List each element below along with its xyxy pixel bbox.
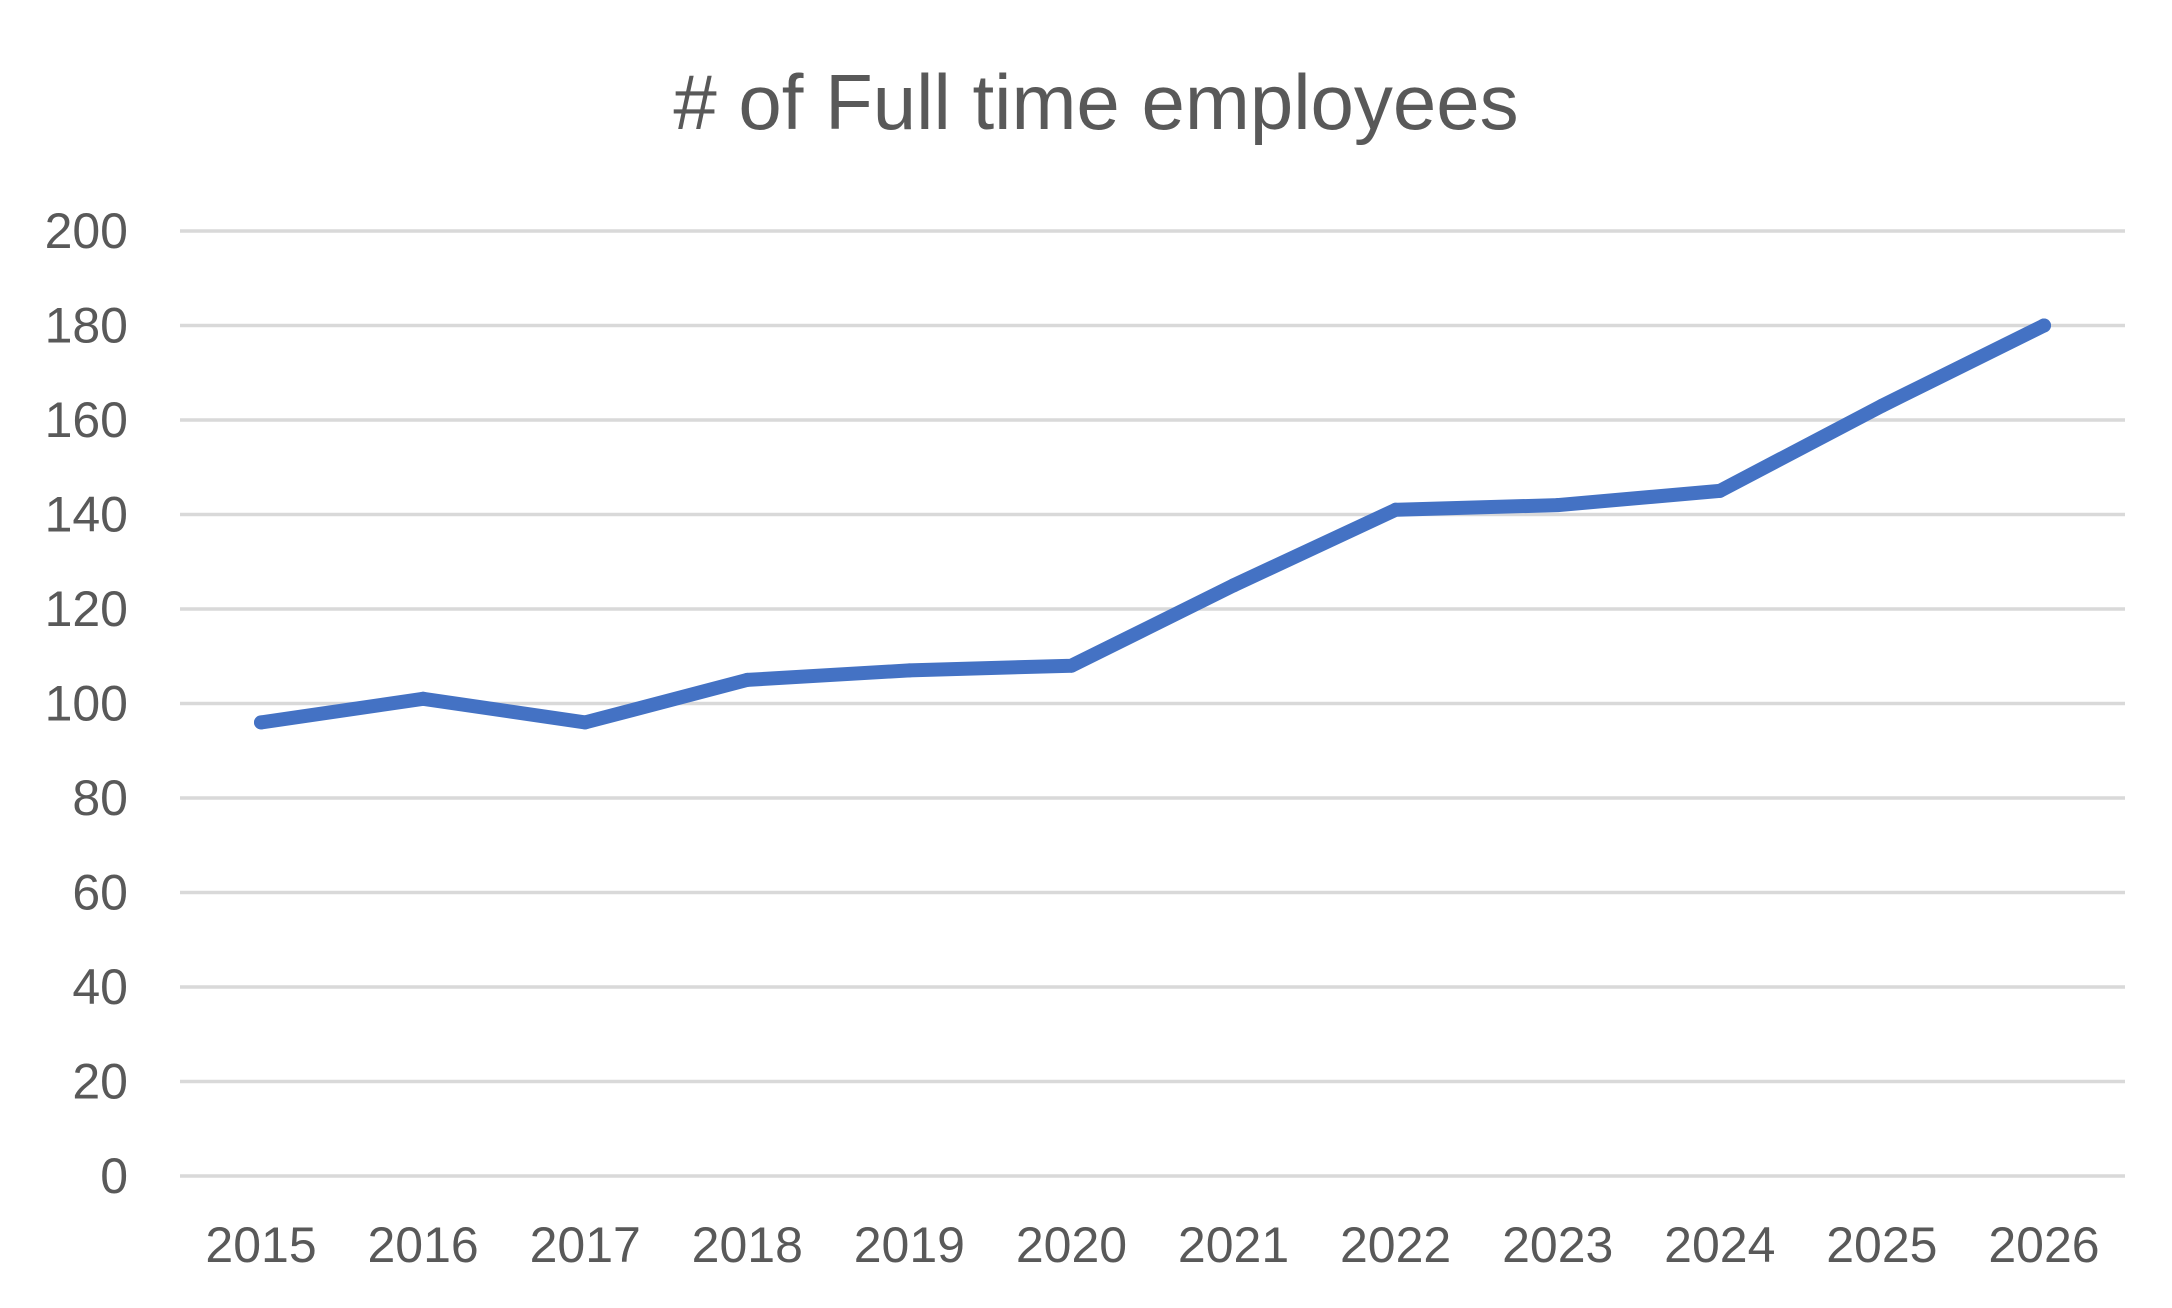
x-axis-tick-labels: 2015 2016 2017 2018 2019 2020 2021 2022 2023 2024… [205, 1217, 2099, 1273]
data-point-2016 [416, 691, 431, 706]
data-point-2019 [902, 663, 917, 678]
x-tick-label: 2017 [530, 1217, 641, 1273]
y-axis-tick-labels: 0 20 40 60 80 100 120 140 160 180 200 [45, 203, 128, 1204]
series-layer [254, 318, 2051, 730]
x-tick-label: 2016 [368, 1217, 479, 1273]
y-tick-label: 160 [45, 392, 128, 448]
data-point-2021 [1226, 578, 1241, 593]
grid-lines [180, 229, 2125, 1178]
y-tick-label: 60 [72, 865, 128, 921]
x-tick-label: 2020 [1016, 1217, 1127, 1273]
x-tick-label: 2022 [1340, 1217, 1451, 1273]
y-tick-label: 140 [45, 487, 128, 543]
data-point-2026 [2036, 318, 2051, 333]
data-point-2025 [1874, 398, 1889, 413]
x-tick-label: 2023 [1502, 1217, 1613, 1273]
data-point-2015 [254, 715, 269, 730]
data-point-2020 [1064, 658, 1079, 673]
data-point-2018 [740, 672, 755, 687]
y-tick-label: 80 [72, 770, 128, 826]
data-point-2023 [1550, 498, 1565, 513]
y-tick-label: 40 [72, 959, 128, 1015]
x-tick-label: 2024 [1664, 1217, 1775, 1273]
y-tick-label: 200 [45, 203, 128, 259]
data-point-2017 [578, 715, 593, 730]
chart-title: # of Full time employees [673, 58, 1518, 146]
y-tick-label: 100 [45, 676, 128, 732]
y-tick-label: 20 [72, 1054, 128, 1110]
y-tick-label: 120 [45, 581, 128, 637]
x-tick-label: 2019 [854, 1217, 965, 1273]
y-tick-label: 0 [100, 1148, 128, 1204]
y-tick-label: 180 [45, 298, 128, 354]
data-point-2024 [1712, 483, 1727, 498]
series-line-0 [254, 318, 2051, 730]
x-tick-label: 2015 [205, 1217, 316, 1273]
x-tick-label: 2026 [1988, 1217, 2099, 1273]
data-point-2022 [1388, 502, 1403, 517]
x-tick-label: 2025 [1826, 1217, 1937, 1273]
x-tick-label: 2021 [1178, 1217, 1289, 1273]
x-tick-label: 2018 [692, 1217, 803, 1273]
